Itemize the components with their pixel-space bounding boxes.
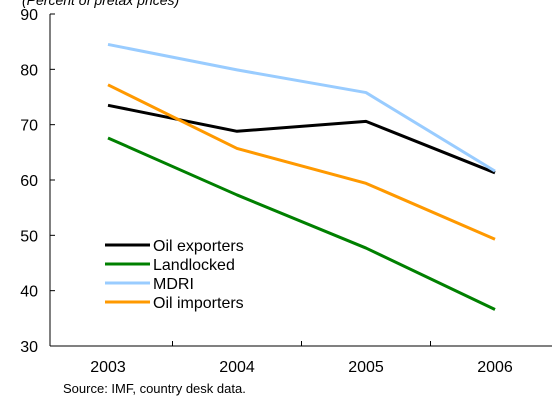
y-tick-label: 30	[20, 339, 38, 356]
x-tick-label: 2003	[90, 359, 126, 376]
y-tick-label: 90	[20, 7, 38, 24]
series-line-landlocked	[107, 136, 496, 311]
chart-subtitle: (Percent of pretax prices)	[22, 0, 179, 8]
series-line-oil-importers	[107, 83, 496, 241]
series-line-mdri	[107, 42, 496, 173]
x-tick-label: 2006	[477, 359, 513, 376]
x-tick-label: 2004	[219, 359, 255, 376]
series-layer	[107, 42, 496, 311]
legend-label-oil-exporters: Oil exporters	[153, 238, 244, 255]
axes: 30 40 50 60 70 80 90 2003 2004 2005 2006	[20, 7, 552, 376]
y-tick-label: 50	[20, 228, 38, 245]
x-tick-label: 2005	[348, 359, 384, 376]
legend-label-landlocked: Landlocked	[153, 257, 235, 274]
legend-label-mdri: MDRI	[153, 276, 194, 293]
legend-label-oil-importers: Oil importers	[153, 295, 244, 312]
legend: Oil exporters Landlocked MDRI Oil importers	[105, 238, 244, 312]
y-tick-label: 80	[20, 62, 38, 79]
y-tick-label: 60	[20, 173, 38, 190]
y-tick-label: 70	[20, 118, 38, 135]
y-tick-label: 40	[20, 284, 38, 301]
source-note: Source: IMF, country desk data.	[63, 381, 246, 396]
